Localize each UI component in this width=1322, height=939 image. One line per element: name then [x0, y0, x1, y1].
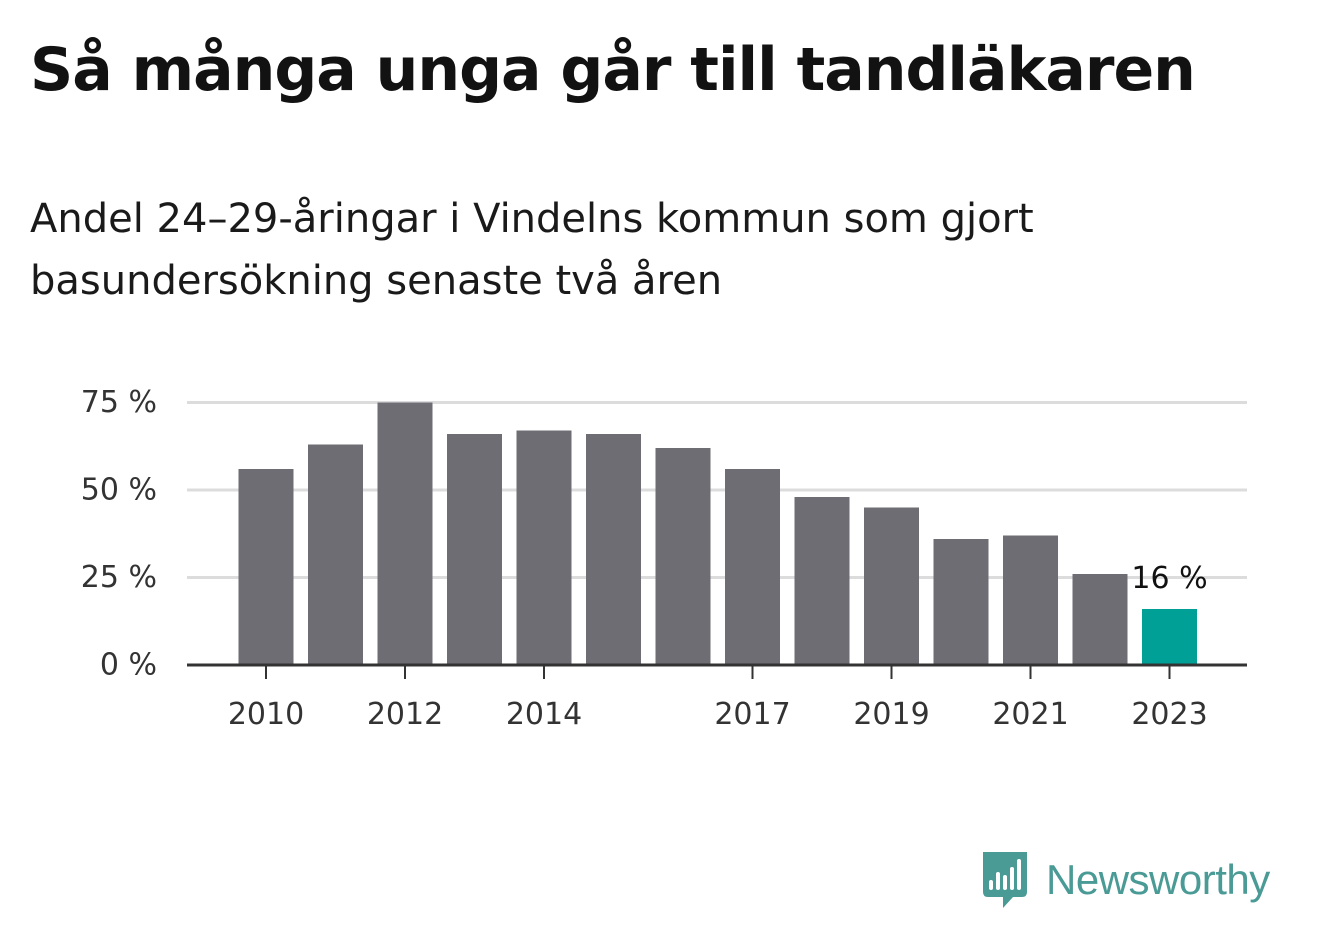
bar — [1072, 574, 1128, 665]
chart-subtitle: Andel 24–29-åringar i Vindelns kommun so… — [30, 196, 1034, 304]
bar — [725, 469, 780, 665]
x-tick-label: 2017 — [714, 697, 790, 732]
chart-title: Så många unga går till tandläkaren — [30, 35, 1196, 105]
labels-layer: 0 % 25 % 50 % 75 % 2010 2012 2014 2017 2019 2021 2… — [81, 385, 1208, 732]
bar — [864, 507, 919, 665]
bar — [308, 444, 363, 665]
bar — [447, 434, 502, 665]
y-tick-label: 50 % — [81, 473, 157, 508]
bar — [516, 430, 572, 665]
bar — [1142, 609, 1197, 665]
bar — [238, 469, 294, 665]
bar — [933, 539, 989, 665]
bar — [655, 448, 711, 665]
newsworthy-brand: Newsworthy — [980, 848, 1300, 912]
x-tick-label: 2023 — [1131, 697, 1207, 732]
x-tick-label: 2014 — [506, 697, 582, 732]
y-tick-label: 0 % — [100, 648, 157, 683]
axis-layer — [187, 663, 1247, 679]
bars-layer — [238, 402, 1197, 665]
bar — [1003, 535, 1058, 665]
x-tick-label: 2021 — [992, 697, 1068, 732]
x-tick-label: 2012 — [367, 697, 443, 732]
brand-name: Newsworthy — [1046, 856, 1270, 903]
grid-layer — [187, 401, 1247, 579]
bar — [377, 402, 433, 665]
y-tick-label: 75 % — [81, 385, 157, 420]
x-tick-label: 2019 — [853, 697, 929, 732]
bar — [586, 434, 641, 665]
y-tick-label: 25 % — [81, 560, 157, 595]
x-tick-label: 2010 — [228, 697, 304, 732]
bar — [794, 497, 850, 665]
newsworthy-logo-icon — [983, 852, 1027, 908]
data-label: 16 % — [1131, 561, 1207, 596]
